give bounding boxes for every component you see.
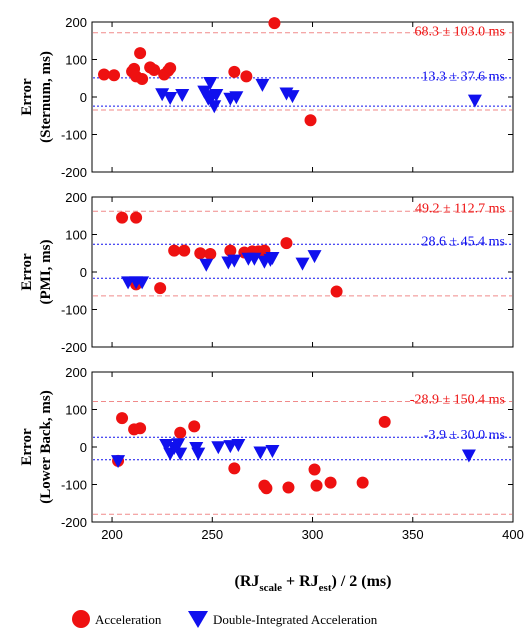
- y-tick-label: 200: [65, 365, 87, 380]
- y-tick-label: 0: [80, 440, 87, 455]
- point-acceleration: [224, 244, 237, 257]
- point-acceleration: [154, 282, 167, 295]
- point-acceleration: [134, 422, 147, 435]
- plot-frame: [91, 196, 514, 348]
- point-double-integrated: [203, 77, 218, 90]
- y-axis-label: Error (Sternum, ms): [19, 51, 54, 143]
- x-tick-label: 300: [302, 527, 324, 542]
- y-tick-label: 100: [65, 228, 87, 243]
- point-acceleration: [178, 244, 191, 257]
- point-acceleration: [260, 482, 273, 495]
- point-acceleration: [116, 211, 129, 224]
- panel-3: -200 -100 0 100 200 200 250 300 350 400 -28.9 ± 15…: [19, 365, 524, 542]
- y-axis-label: Error (Lower Back, ms): [19, 390, 54, 503]
- point-double-integrated: [265, 252, 280, 265]
- y-tick-label: -100: [61, 303, 87, 318]
- y-tick-label: -100: [61, 478, 87, 493]
- point-acceleration: [228, 462, 241, 475]
- annotation-acceleration: 49.2 ± 112.7 ms: [415, 202, 505, 217]
- point-double-integrated: [173, 447, 188, 461]
- point-acceleration: [168, 244, 181, 257]
- legend-label-acceleration: Acceleration: [95, 612, 162, 627]
- point-double-integrated: [191, 447, 206, 461]
- point-acceleration: [148, 64, 161, 76]
- point-acceleration: [280, 237, 293, 250]
- point-acceleration: [378, 415, 391, 428]
- point-acceleration: [136, 73, 149, 85]
- point-acceleration: [116, 412, 129, 425]
- point-double-integrated: [155, 88, 170, 102]
- point-acceleration: [304, 114, 317, 127]
- point-double-integrated: [285, 90, 300, 104]
- y-tick-label: 0: [80, 265, 87, 280]
- point-double-integrated: [209, 89, 224, 102]
- annotation-double-integrated: -3.9 ± 30.0 ms: [424, 428, 505, 443]
- x-tick-label: 350: [402, 527, 424, 542]
- point-double-integrated: [163, 92, 178, 105]
- point-acceleration: [188, 420, 201, 433]
- y-tick-label: 100: [65, 53, 87, 68]
- x-axis-label: (RJscale + RJest) / 2 (ms): [235, 573, 392, 594]
- x-tick-label: 400: [502, 527, 524, 542]
- point-acceleration: [134, 47, 147, 60]
- y-tick-label: -200: [61, 340, 87, 355]
- point-double-integrated: [207, 100, 222, 114]
- point-double-integrated: [255, 78, 270, 92]
- annotation-acceleration: -28.9 ± 150.4 ms: [410, 392, 505, 407]
- point-acceleration: [204, 248, 217, 260]
- point-double-integrated: [175, 89, 190, 102]
- point-double-integrated: [253, 446, 268, 460]
- point-acceleration: [310, 479, 323, 492]
- point-double-integrated: [307, 250, 322, 264]
- point-acceleration: [356, 476, 369, 489]
- point-acceleration: [324, 476, 337, 489]
- annotation-double-integrated: 13.3 ± 37.6 ms: [421, 69, 505, 84]
- annotation-acceleration: 68.3 ± 103.0 ms: [414, 24, 505, 39]
- point-acceleration: [98, 68, 111, 81]
- y-axis-label: Error (PMI, ms): [19, 240, 54, 305]
- point-acceleration: [174, 426, 187, 439]
- point-double-integrated: [229, 91, 244, 105]
- point-double-integrated: [171, 438, 186, 452]
- point-double-integrated: [227, 254, 242, 268]
- point-double-integrated: [199, 258, 214, 272]
- legend-label-double-integrated: Double-Integrated Acceleration: [213, 612, 378, 627]
- y-tick-label: 0: [80, 90, 87, 105]
- annotation-double-integrated: 28.6 ± 45.4 ms: [421, 235, 505, 250]
- legend-marker-acceleration: [72, 610, 90, 628]
- point-acceleration: [194, 247, 207, 260]
- point-acceleration: [268, 17, 281, 30]
- point-acceleration: [308, 463, 321, 476]
- point-acceleration: [282, 481, 295, 494]
- point-double-integrated: [265, 445, 280, 458]
- x-tick-label: 200: [101, 527, 123, 542]
- plot-frame: [91, 21, 514, 173]
- point-double-integrated: [467, 94, 482, 108]
- point-acceleration: [228, 65, 241, 78]
- point-double-integrated: [295, 257, 310, 271]
- point-double-integrated: [197, 85, 212, 99]
- point-double-integrated: [461, 449, 476, 463]
- point-double-integrated: [211, 441, 226, 455]
- y-tick-label: -200: [61, 165, 87, 180]
- y-tick-label: 200: [65, 190, 87, 205]
- y-tick-label: -200: [61, 515, 87, 530]
- point-double-integrated: [111, 455, 126, 469]
- point-acceleration: [164, 62, 177, 75]
- point-double-integrated: [231, 439, 246, 452]
- point-acceleration: [130, 211, 143, 224]
- point-double-integrated: [135, 276, 150, 290]
- point-acceleration: [330, 285, 343, 298]
- y-tick-label: 200: [65, 15, 87, 30]
- legend-marker-double-integrated: [188, 611, 208, 628]
- panel-1: -200 -100 0 100 200 68.3 ± 103.0 ms 13.3 ± 37.…: [19, 15, 514, 180]
- y-tick-label: 100: [65, 403, 87, 418]
- legend: Acceleration Double-Integrated Accelerat…: [72, 610, 378, 628]
- x-tick-label: 250: [201, 527, 223, 542]
- panel-2: -200 -100 0 100 200 49.2 ± 112.7 ms 28.6 ± 45.…: [19, 190, 514, 355]
- point-acceleration: [108, 69, 121, 82]
- point-acceleration: [240, 70, 253, 83]
- y-tick-label: -100: [61, 128, 87, 143]
